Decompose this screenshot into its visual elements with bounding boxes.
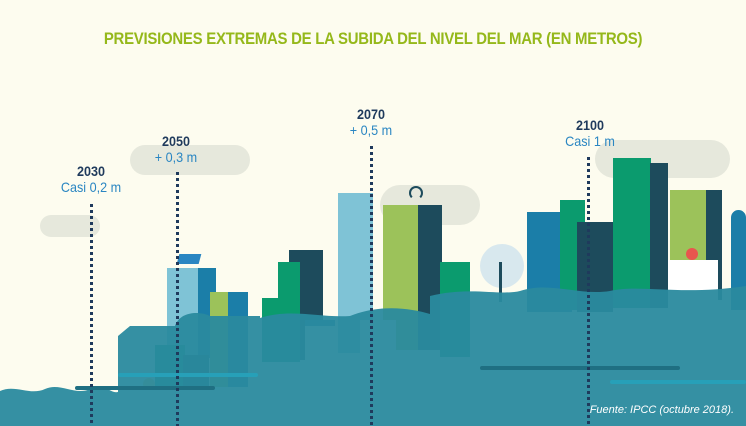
marker-2050: 2050 + 0,3 m	[131, 133, 221, 165]
marker-value: Casi 1 m	[565, 133, 615, 149]
cloud	[130, 145, 250, 175]
marker-line-2050	[176, 172, 179, 426]
building	[650, 163, 668, 308]
wifi-antenna-icon	[409, 186, 423, 200]
building	[613, 158, 651, 308]
chart-title: PREVISIONES EXTREMAS DE LA SUBIDA DEL NI…	[103, 29, 643, 48]
marker-year: 2050	[161, 133, 191, 149]
wind-turbine-icon	[480, 244, 524, 288]
marker-year: 2100	[575, 117, 605, 133]
marker-value: Casi 0,2 m	[60, 179, 122, 195]
marker-line-2070	[370, 146, 373, 426]
marker-2100: 2100 Casi 1 m	[545, 117, 635, 149]
source-note: Fuente: IPCC (octubre 2018).	[589, 404, 734, 416]
hospital-cross-icon	[686, 248, 698, 260]
marker-year: 2070	[356, 106, 386, 122]
cloud	[40, 215, 100, 237]
marker-value: + 0,3 m	[154, 149, 198, 165]
building	[731, 210, 746, 310]
sea-water	[0, 286, 746, 426]
turbine-pole	[499, 262, 502, 302]
marker-year: 2030	[76, 163, 106, 179]
marker-value: + 0,5 m	[349, 122, 393, 138]
marker-2070: 2070 + 0,5 m	[326, 106, 416, 138]
marker-line-2030	[90, 204, 93, 426]
marker-line-2100	[587, 157, 590, 426]
marker-2030: 2030 Casi 0,2 m	[46, 163, 136, 195]
